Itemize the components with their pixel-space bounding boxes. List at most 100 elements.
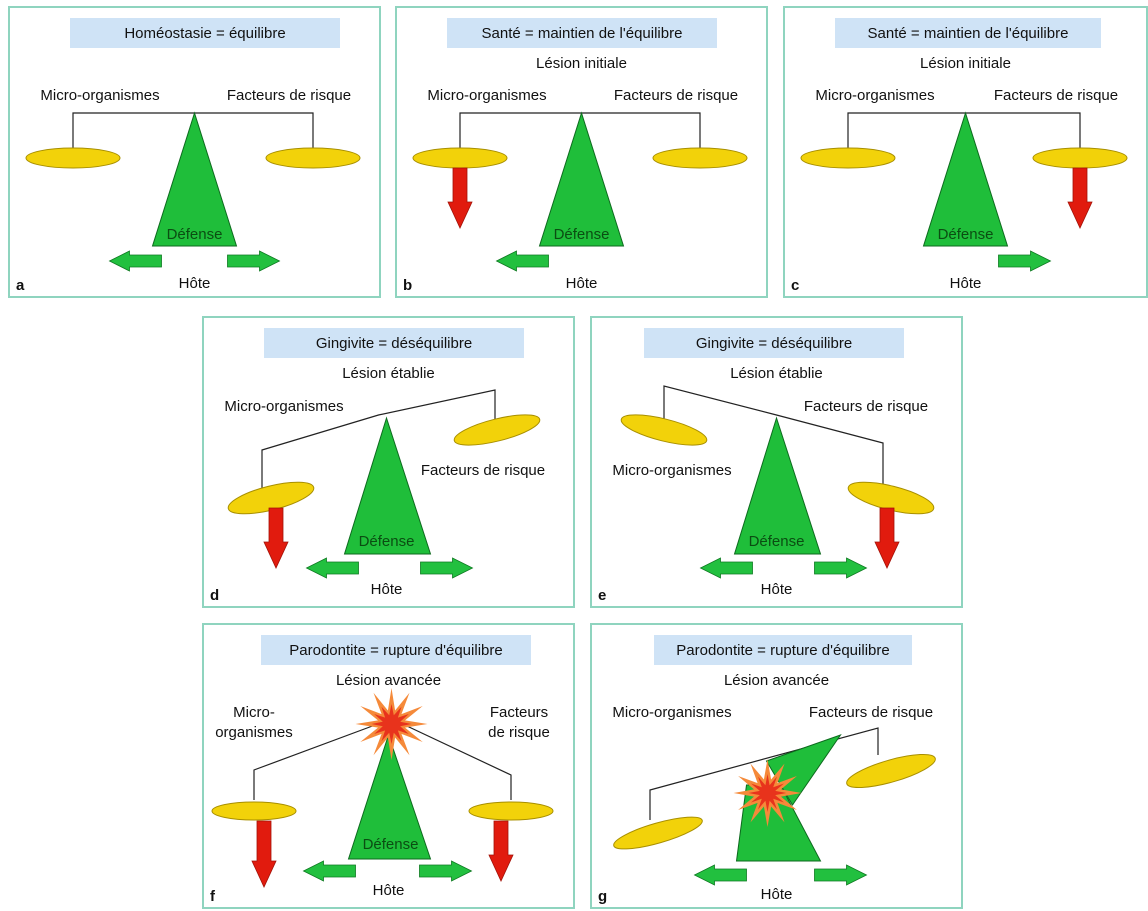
- red-arrow-left: [447, 167, 473, 229]
- balance-beam: [72, 112, 314, 150]
- right-label-de-risque: de risque: [488, 724, 550, 741]
- host-label: Hôte: [179, 275, 211, 292]
- defense-label: Défense: [359, 533, 415, 550]
- host-arrow-right: [419, 860, 473, 882]
- panel-title: Santé = maintien de l'équilibre: [868, 25, 1069, 42]
- panel-b: Santé = maintien de l'équilibre Lésion in…: [395, 6, 768, 298]
- host-label: Hôte: [950, 275, 982, 292]
- host-label: Hôte: [371, 581, 403, 598]
- panel-title: Gingivite = déséquilibre: [316, 335, 472, 352]
- defense-triangle: [733, 416, 822, 555]
- panel-e: Gingivite = déséquilibre Lésion établie Mi…: [590, 316, 963, 608]
- red-arrow-right: [1067, 167, 1093, 229]
- panel-e-drawing: Gingivite = déséquilibre Lésion établie Mi…: [598, 328, 935, 604]
- host-arrow-left: [495, 250, 549, 272]
- left-pan: [211, 801, 297, 821]
- left-pan: [412, 147, 508, 169]
- right-label-risk-factors: Facteurs de risque: [804, 398, 928, 415]
- left-label-micro: Micro-: [233, 704, 275, 721]
- lesion-stage: Lésion avancée: [336, 672, 441, 689]
- panel-f-drawing: Parodontite = rupture d'équilibre Lésion …: [210, 635, 554, 905]
- balance-beam: [663, 385, 884, 490]
- defense-label: Défense: [749, 533, 805, 550]
- defense-triangle: [922, 111, 1009, 247]
- right-label-facteurs: Facteurs: [490, 704, 548, 721]
- panel-c-drawing: Santé = maintien de l'équilibre Lésion in…: [791, 18, 1128, 294]
- defense-label: Défense: [554, 226, 610, 243]
- lesion-stage: Lésion initiale: [536, 55, 627, 72]
- title-banner: [447, 18, 717, 48]
- left-label-microorganisms: Micro-organismes: [612, 704, 731, 721]
- defense-label: Défense: [363, 836, 419, 853]
- balance-beam: [649, 727, 879, 820]
- panel-title: Parodontite = rupture d'équilibre: [676, 642, 889, 659]
- lesion-stage: Lésion avancée: [724, 672, 829, 689]
- right-pan: [846, 753, 936, 789]
- left-pan: [620, 414, 708, 446]
- title-banner: [644, 328, 904, 358]
- panel-g: Parodontite = rupture d'équilibre Lésion …: [590, 623, 963, 909]
- right-pan: [453, 414, 541, 446]
- right-label-risk-factors: Facteurs de risque: [809, 704, 933, 721]
- panel-d: Gingivite = déséquilibre Lésion établie Mi…: [202, 316, 575, 608]
- host-arrow-left: [693, 864, 747, 886]
- right-label-risk-factors: Facteurs de risque: [994, 87, 1118, 104]
- panel-letter: d: [210, 587, 219, 604]
- title-banner: [264, 328, 524, 358]
- right-label-risk-factors: Facteurs de risque: [227, 87, 351, 104]
- panel-title: Gingivite = déséquilibre: [696, 335, 852, 352]
- host-arrow-left: [699, 557, 753, 579]
- host-arrow-right: [814, 557, 868, 579]
- right-pan: [468, 801, 554, 821]
- panel-a-drawing: Homéostasie = équilibre Micro-organismes F…: [16, 18, 361, 294]
- right-string: [400, 722, 512, 800]
- host-arrow-left: [108, 250, 162, 272]
- lesion-stage: Lésion établie: [730, 365, 823, 382]
- title-banner: [261, 635, 531, 665]
- left-label-organismes: organismes: [215, 724, 293, 741]
- panel-g-drawing: Parodontite = rupture d'équilibre Lésion …: [598, 635, 936, 905]
- left-label-microorganisms: Micro-organismes: [224, 398, 343, 415]
- title-banner: [654, 635, 912, 665]
- red-arrow-left: [263, 507, 289, 569]
- balance-beam: [459, 112, 701, 150]
- host-label: Hôte: [373, 882, 405, 899]
- right-pan: [652, 147, 748, 169]
- title-banner: [835, 18, 1101, 48]
- rupture-burst-inner: [371, 704, 412, 744]
- host-label: Hôte: [761, 581, 793, 598]
- host-arrow-right: [420, 557, 474, 579]
- panel-title: Parodontite = rupture d'équilibre: [289, 642, 502, 659]
- panel-letter: g: [598, 888, 607, 905]
- host-arrow-right: [998, 250, 1052, 272]
- panel-c: Santé = maintien de l'équilibre Lésion in…: [783, 6, 1148, 298]
- panel-letter: b: [403, 277, 412, 294]
- right-label-risk-factors: Facteurs de risque: [614, 87, 738, 104]
- defense-triangle: [538, 111, 625, 247]
- panel-letter: a: [16, 277, 25, 294]
- defense-triangle: [151, 111, 238, 247]
- red-arrow-right: [874, 507, 900, 569]
- right-label-risk-factors: Facteurs de risque: [421, 462, 545, 479]
- balance-beam: [261, 389, 496, 488]
- rupture-burst-inner: [748, 774, 787, 812]
- panel-b-drawing: Santé = maintien de l'équilibre Lésion in…: [403, 18, 748, 294]
- red-arrow-right: [488, 820, 514, 882]
- red-arrow-left: [251, 820, 277, 888]
- lesion-stage: Lésion établie: [342, 365, 435, 382]
- panel-letter: c: [791, 277, 799, 294]
- defense-label: Défense: [167, 226, 223, 243]
- right-pan: [1032, 147, 1128, 169]
- panel-d-drawing: Gingivite = déséquilibre Lésion établie Mi…: [210, 328, 545, 604]
- left-label-microorganisms: Micro-organismes: [612, 462, 731, 479]
- lesion-stage: Lésion initiale: [920, 55, 1011, 72]
- panel-letter: f: [210, 888, 216, 905]
- host-label: Hôte: [566, 275, 598, 292]
- title-banner: [70, 18, 340, 48]
- panel-title: Homéostasie = équilibre: [124, 25, 285, 42]
- left-label-microorganisms: Micro-organismes: [427, 87, 546, 104]
- host-arrow-right: [814, 864, 868, 886]
- balance-beam: [847, 112, 1081, 150]
- host-label: Hôte: [761, 886, 793, 903]
- host-arrow-right: [227, 250, 281, 272]
